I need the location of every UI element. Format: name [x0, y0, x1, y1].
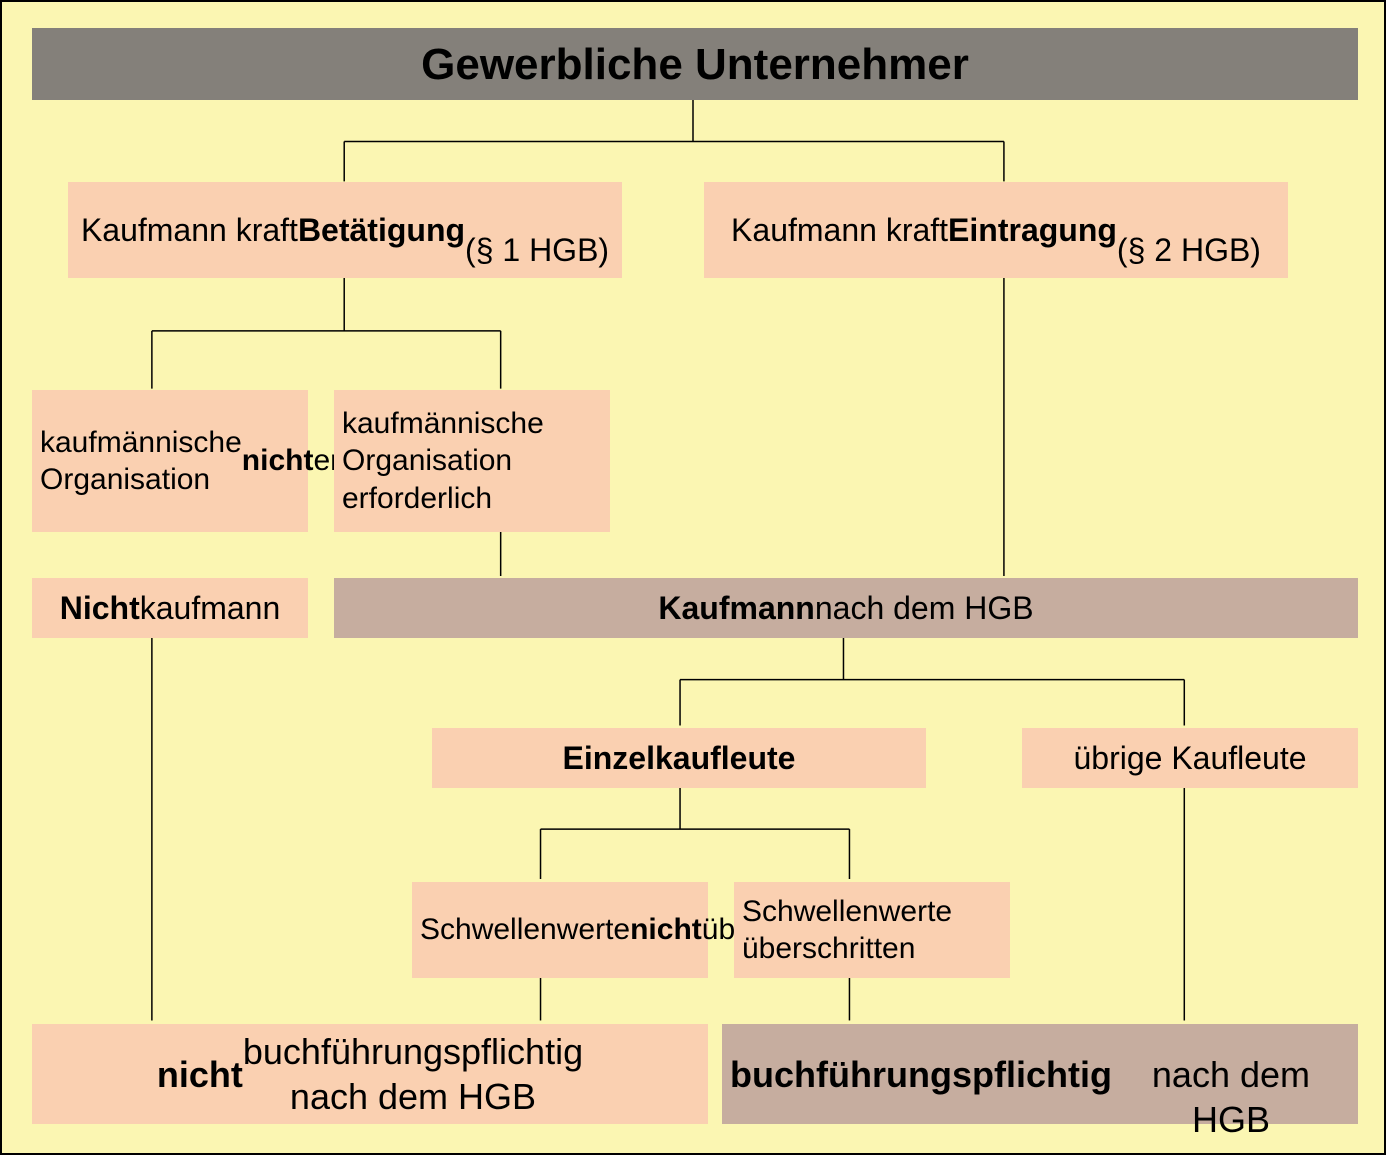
node-betaetigung: Kaufmann kraft Betätigung(§ 1 HGB)	[68, 182, 622, 278]
node-schwellenwerte-nicht: Schwellenwertenicht überschritten	[412, 882, 708, 978]
node-buchfuehrungspflichtig: buchführungspflichtignach dem HGB	[722, 1024, 1358, 1124]
node-nichtkaufmann: Nichtkaufmann	[32, 578, 308, 638]
node-org-erforderlich: kaufmännischeOrganisationerforderlich	[334, 390, 610, 532]
node-uebrige-kaufleute: übrige Kaufleute	[1022, 728, 1358, 788]
diagram-canvas: Gewerbliche Unternehmer Kaufmann kraft B…	[0, 0, 1386, 1155]
node-kaufmann-hgb: Kaufmann nach dem HGB	[334, 578, 1358, 638]
node-nicht-buchfuehrungspflichtig: nicht buchführungspflichtignach dem HGB	[32, 1024, 708, 1124]
node-schwellenwerte-ueber: Schwellenwerteüberschritten	[734, 882, 1010, 978]
node-root: Gewerbliche Unternehmer	[32, 28, 1358, 100]
node-eintragung: Kaufmann kraft Eintragung(§ 2 HGB)	[704, 182, 1288, 278]
node-einzelkaufleute: Einzelkaufleute	[432, 728, 926, 788]
node-org-nicht-erforderlich: kaufmännischeOrganisationnicht erforderl…	[32, 390, 308, 532]
